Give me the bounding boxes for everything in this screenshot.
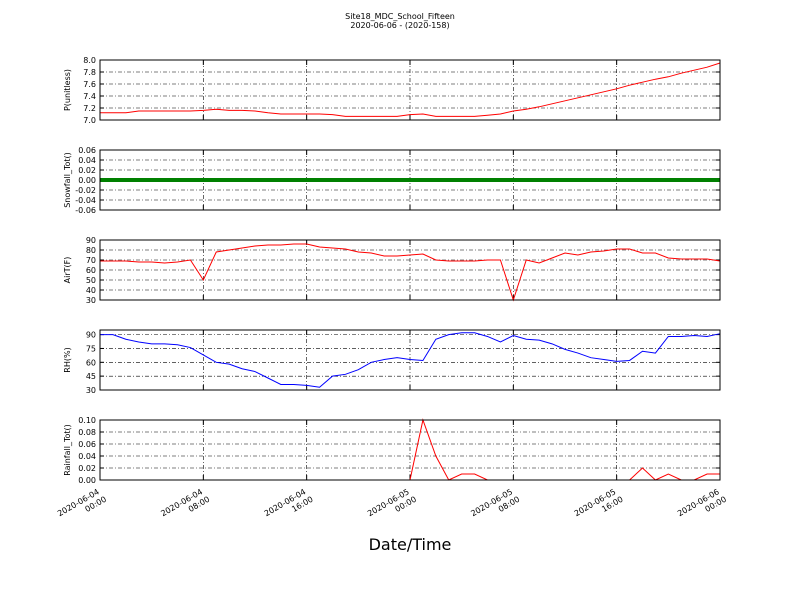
y-tick-label: 7.4 <box>83 92 96 101</box>
y-tick-label: 0.00 <box>78 476 96 485</box>
y-tick-label: 90 <box>86 331 96 340</box>
y-tick-label: 0.04 <box>78 156 96 165</box>
y-tick-label: 0.06 <box>78 440 96 449</box>
y-tick-label: 60 <box>86 358 96 367</box>
y-axis-label: AirT(F) <box>63 257 72 284</box>
axes-frame <box>99 59 721 121</box>
y-tick-label: 8.0 <box>83 56 96 65</box>
y-tick-label: 75 <box>86 344 96 353</box>
axes-frame <box>99 329 721 391</box>
x-axis-label: Date/Time <box>369 535 452 554</box>
axes-frame <box>99 239 721 301</box>
y-tick-label: -0.02 <box>75 186 96 195</box>
data-line <box>100 332 721 388</box>
y-tick-label: -0.04 <box>75 196 96 205</box>
y-tick-label: 0.10 <box>78 416 96 425</box>
y-axis-label: Rainfall_Tot() <box>63 424 72 476</box>
data-line <box>100 62 721 117</box>
y-tick-label: 40 <box>86 286 96 295</box>
y-tick-label: 80 <box>86 246 96 255</box>
y-tick-label: 60 <box>86 266 96 275</box>
y-tick-label: 0.06 <box>78 146 96 155</box>
y-tick-label: 7.6 <box>83 80 96 89</box>
y-tick-label: 0.08 <box>78 428 96 437</box>
y-axis-label: P(unitless) <box>63 69 72 111</box>
y-tick-label: 30 <box>86 386 96 395</box>
y-tick-label: 0.02 <box>78 464 96 473</box>
y-tick-label: 7.0 <box>83 116 96 125</box>
y-axis-label: Snowfall_Tot() <box>63 152 72 208</box>
figure-subtitle: 2020-06-06 - (2020-158) <box>350 21 449 30</box>
y-tick-label: 45 <box>86 372 96 381</box>
axes-frame <box>99 149 721 211</box>
y-tick-label: 7.8 <box>83 68 96 77</box>
y-tick-label: 0.02 <box>78 166 96 175</box>
figure-title: Site18_MDC_School_Fifteen <box>345 12 455 21</box>
y-tick-label: 7.2 <box>83 104 96 113</box>
y-tick-label: 0.00 <box>78 176 96 185</box>
data-line <box>100 243 721 302</box>
y-tick-label: -0.06 <box>75 206 96 215</box>
y-tick-label: 90 <box>86 236 96 245</box>
y-tick-label: 70 <box>86 256 96 265</box>
y-tick-label: 0.04 <box>78 452 96 461</box>
y-tick-label: 50 <box>86 276 96 285</box>
axes-frame <box>99 419 721 481</box>
y-tick-label: 30 <box>86 296 96 305</box>
y-axis-label: RH(%) <box>63 347 72 372</box>
